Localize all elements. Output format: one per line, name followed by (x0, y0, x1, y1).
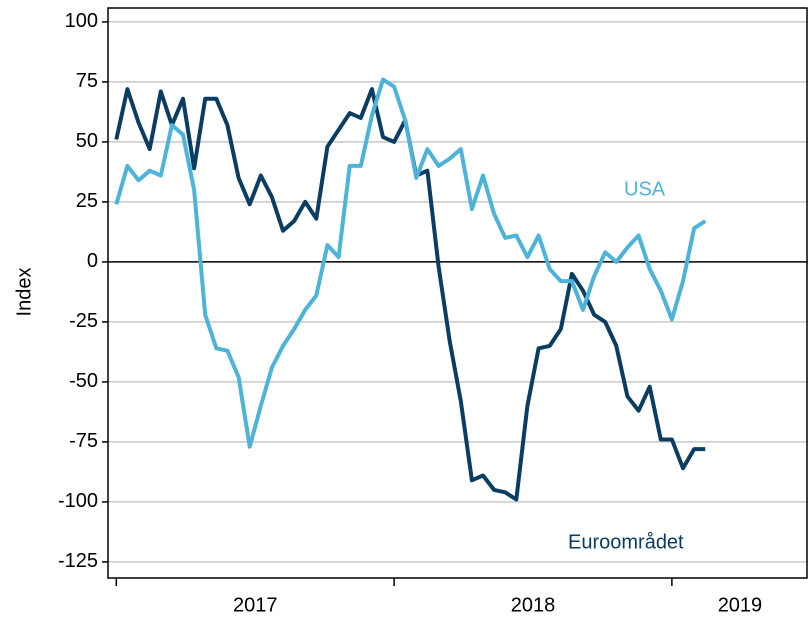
y-tick-label: -75 (69, 430, 98, 452)
series-label: Euroområdet (568, 531, 684, 553)
y-tick-label: 25 (76, 190, 98, 212)
x-tick-label: 2018 (511, 594, 556, 616)
series-label: USA (624, 178, 666, 200)
y-tick-label: 0 (87, 250, 98, 272)
y-tick-label: -50 (69, 370, 98, 392)
y-tick-label: -25 (69, 310, 98, 332)
line-series (114, 77, 707, 449)
y-tick-label: -125 (58, 550, 98, 572)
x-tick-label: 2017 (233, 594, 278, 616)
y-tick-label: 100 (65, 10, 98, 32)
plot-frame (107, 7, 808, 579)
y-axis-label: Index (13, 268, 35, 317)
y-tick-label: 75 (76, 70, 98, 92)
y-tick-label: -100 (58, 490, 98, 512)
y-tick-label: 50 (76, 130, 98, 152)
x-tick-label: 2019 (718, 594, 763, 616)
